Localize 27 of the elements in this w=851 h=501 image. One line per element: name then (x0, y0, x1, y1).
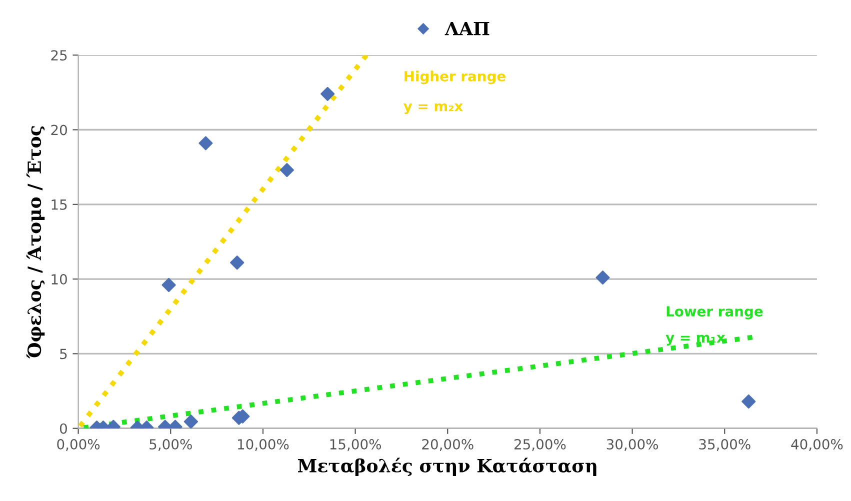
x-tick-label: 25,00% (514, 439, 566, 451)
x-tick-label: 0,00% (57, 439, 100, 451)
point (162, 278, 176, 292)
x-axis-title: Μεταβολές στην Κατάσταση (298, 458, 596, 476)
y-tick-label: 10 (52, 274, 67, 285)
point (320, 86, 335, 101)
x-tick-label: 10,00% (238, 439, 289, 451)
x-tick-label: 15,00% (330, 439, 382, 451)
x-tick-label: 40,00% (791, 439, 843, 451)
point (280, 163, 294, 178)
y-tick-label: 20 (51, 124, 67, 136)
x-tick-label: 20,00% (422, 439, 474, 451)
x-tick-label: 35,00% (699, 439, 750, 451)
y-tick-label: 25 (51, 50, 67, 61)
y-tick-label: 5 (60, 348, 67, 360)
point (198, 136, 213, 150)
y-tick-label: 15 (52, 200, 67, 210)
x-tick-label: 30,00% (606, 439, 658, 451)
annotation: Lower range (666, 306, 763, 320)
y-axis-title: Όφελος / Άτομο / Έτος (26, 126, 45, 359)
point (596, 270, 610, 285)
legend-label: ΛΑΠ (444, 22, 490, 36)
annotation: Higher range (404, 70, 506, 84)
annotation: y = m₂x (403, 103, 463, 114)
point (230, 256, 244, 270)
y-tick-label: 0 (60, 423, 67, 434)
x-tick-label: 5,00% (150, 439, 192, 451)
